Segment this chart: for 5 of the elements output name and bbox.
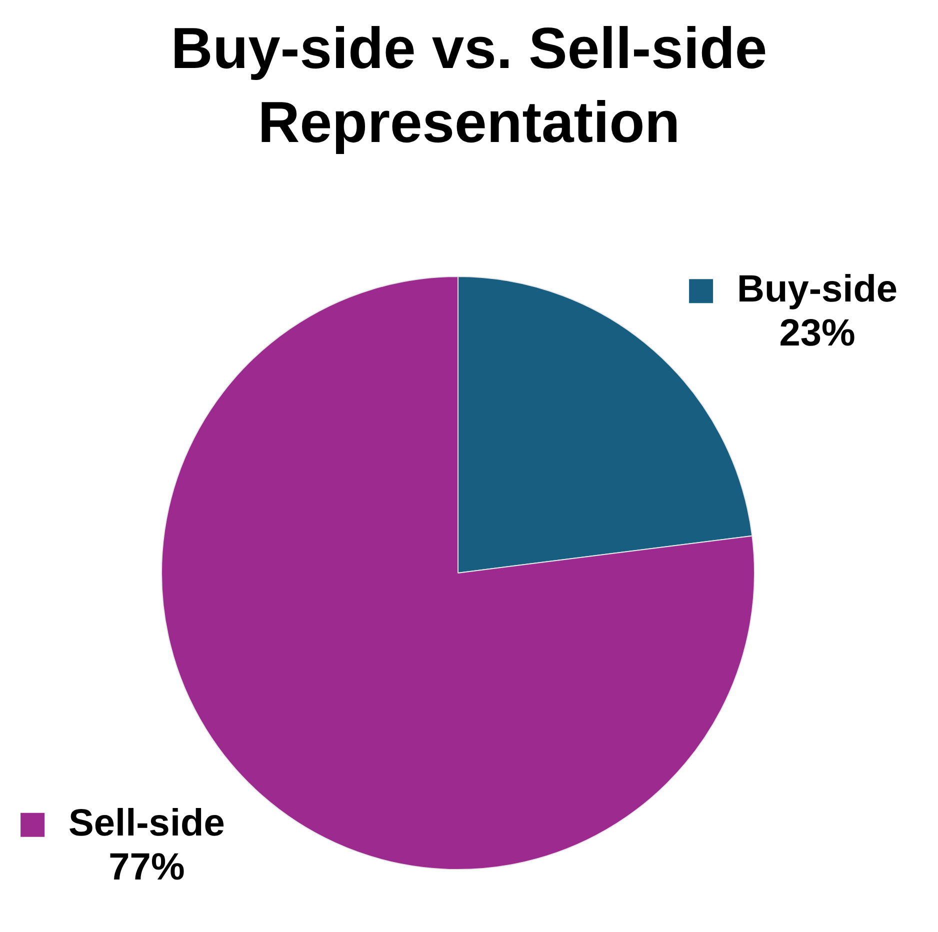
chart-title: Buy-side vs. Sell-side Representation	[170, 15, 768, 157]
data-label: 77%	[108, 846, 185, 888]
data-label: 23%	[779, 312, 856, 355]
legend-label: Buy-side	[737, 268, 898, 311]
legend-label: Sell-side	[68, 802, 225, 844]
